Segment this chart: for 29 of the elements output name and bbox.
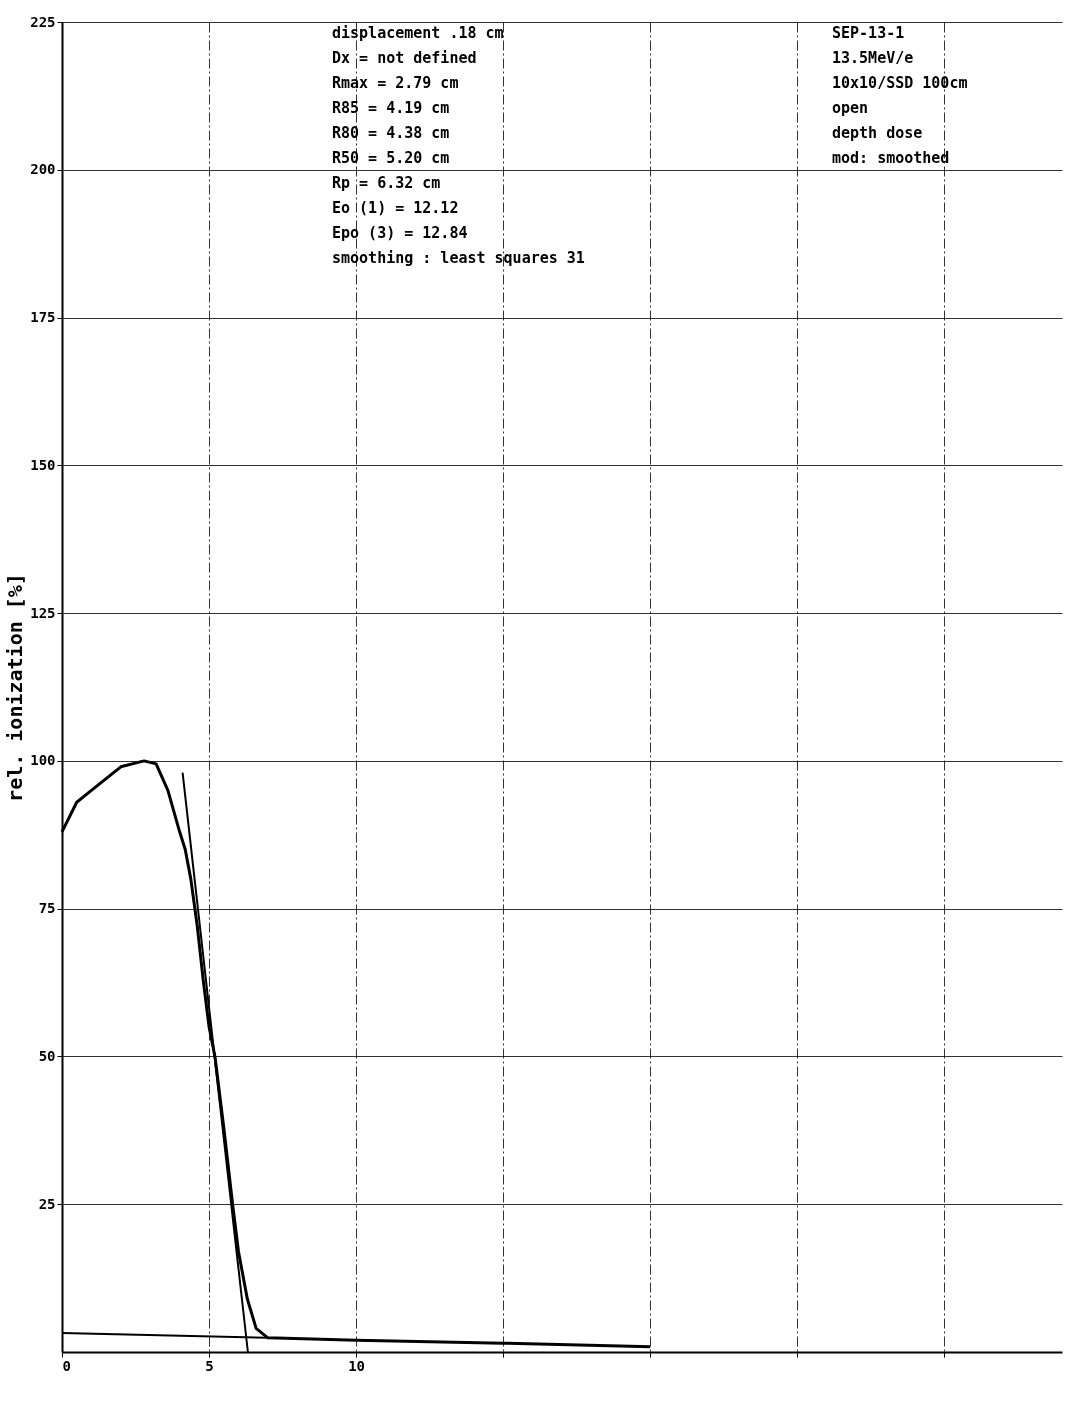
x-tick-label: 10 <box>348 1357 366 1374</box>
y-tick-label: 50 <box>38 1047 56 1064</box>
annotation: 10x10/SSD 100cm <box>832 74 968 92</box>
y-tick-label: 150 <box>30 456 56 473</box>
y-tick-label: 75 <box>38 900 56 917</box>
annotation: Dx = not defined <box>332 49 477 67</box>
y-tick-label: 100 <box>30 752 56 769</box>
annotation: R50 = 5.20 cm <box>332 149 450 167</box>
annotation: displacement .18 cm <box>332 24 504 42</box>
annotation: mod: smoothed <box>832 149 950 167</box>
x-tick-label: 0 <box>62 1357 71 1374</box>
annotation: depth dose <box>832 124 923 142</box>
annotation: SEP-13-1 <box>832 24 905 42</box>
annotation: 13.5MeV/e <box>832 49 914 67</box>
x-tick-label: 5 <box>205 1357 214 1374</box>
y-tick-label: 225 <box>30 13 56 30</box>
y-tick-label: 25 <box>38 1195 56 1212</box>
y-tick-label: 200 <box>30 161 56 178</box>
annotation: Rp = 6.32 cm <box>332 174 441 192</box>
y-tick-label: 175 <box>30 309 56 326</box>
y-tick-label: 125 <box>30 604 56 621</box>
y-axis-title: rel. ionization [%] <box>3 573 28 802</box>
annotation: R80 = 4.38 cm <box>332 124 450 142</box>
annotation: Eo (1) = 12.12 <box>332 199 459 217</box>
annotation: R85 = 4.19 cm <box>332 99 450 117</box>
annotation: Epo (3) = 12.84 <box>332 224 468 242</box>
annotation: open <box>832 99 869 117</box>
annotation: Rmax = 2.79 cm <box>332 74 459 92</box>
annotation: smoothing : least squares 31 <box>332 249 585 267</box>
